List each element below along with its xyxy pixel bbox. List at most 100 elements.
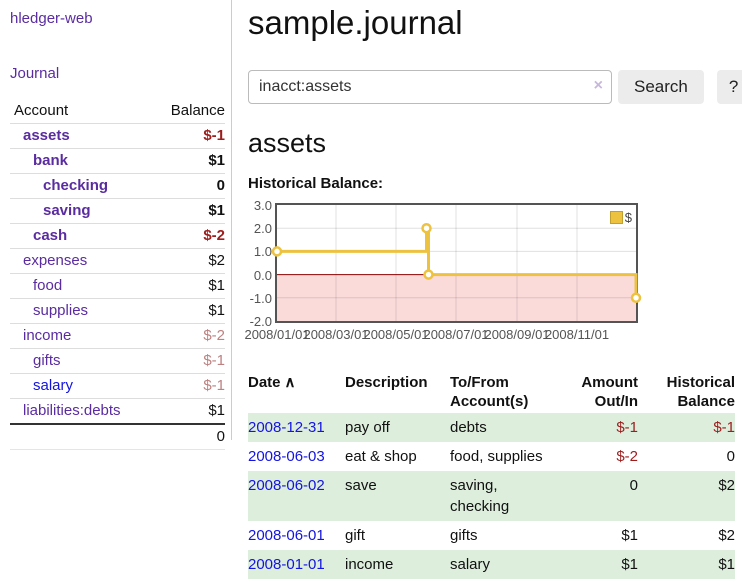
account-row: salary $-1 (10, 373, 225, 399)
search-button[interactable]: Search (618, 70, 704, 104)
account-balance: $-1 (150, 348, 225, 374)
search-input[interactable] (248, 70, 612, 104)
account-link[interactable]: expenses (23, 252, 88, 269)
account-balance: $-1 (150, 123, 225, 149)
account-link[interactable]: assets (23, 127, 70, 144)
account-link[interactable]: liabilities:debts (23, 402, 121, 419)
data-point-marker (423, 269, 434, 280)
search-form: × Search ? (248, 70, 742, 104)
account-row: checking 0 (10, 173, 225, 199)
y-tick-label: -1.0 (249, 291, 272, 306)
transaction-amount: $-2 (616, 448, 638, 465)
transaction-description: income (345, 550, 450, 579)
transaction-description: pay off (345, 413, 450, 442)
accounts-table: Account Balance assets $-1 bank $1 checking 0… (10, 99, 225, 450)
y-tick-label: 2.0 (253, 221, 272, 236)
data-point-marker (630, 292, 642, 304)
account-balance: $1 (150, 198, 225, 224)
transaction-date-link[interactable]: 2008-06-03 (248, 448, 325, 465)
account-row: cash $-2 (10, 223, 225, 249)
transaction-accounts: food, supplies (450, 448, 543, 465)
transaction-date-link[interactable]: 2008-12-31 (248, 419, 325, 436)
page-title: sample.journal (248, 4, 463, 41)
account-link[interactable]: salary (33, 377, 74, 394)
transaction-accounts: debts (450, 419, 487, 436)
clear-search-icon[interactable]: × (593, 77, 603, 94)
account-balance: $-2 (150, 223, 225, 249)
sidebar: hledger-web Journal Account Balance asse… (0, 0, 232, 450)
transaction-amount: 0 (575, 471, 638, 521)
chart-plot-area: $ (271, 203, 642, 323)
series-swatch-icon (609, 211, 623, 224)
y-tick-label: 3.0 (253, 198, 272, 213)
accounts-header-balance: Balance (150, 99, 225, 124)
transaction-balance: $1 (638, 550, 735, 579)
legend-label: $ (624, 210, 632, 225)
account-row: gifts $-1 (10, 348, 225, 374)
accounts-total-row: 0 (10, 424, 225, 450)
transaction-date-link[interactable]: 2008-06-02 (248, 477, 325, 494)
transaction-date-link[interactable]: 2008-01-01 (248, 556, 325, 573)
x-tick-label: 2008/03/01 (303, 327, 369, 342)
chart-title: Historical Balance: (248, 175, 384, 192)
account-link[interactable]: gifts (33, 352, 61, 369)
x-tick-label: 2008/05/01 (363, 327, 429, 342)
register-header-balance: Historical Balance (666, 374, 735, 410)
transaction-amount: $-1 (575, 413, 638, 442)
account-link[interactable]: income (23, 327, 72, 344)
account-link[interactable]: food (33, 277, 63, 294)
account-balance: $1 (150, 273, 225, 299)
transaction-accounts: saving, checking (450, 477, 510, 515)
brand-link[interactable]: hledger-web (10, 10, 93, 27)
sort-ascending-icon: ∧ (284, 374, 296, 391)
register-header-date[interactable]: Date ∧ (248, 374, 296, 391)
account-row: food $1 (10, 273, 225, 299)
transaction-accounts: salary (450, 556, 491, 573)
register-table: Date ∧ Description To/From Account(s) Amou… (248, 371, 735, 579)
transaction-amount: $1 (621, 527, 638, 544)
help-button[interactable]: ? (716, 70, 742, 104)
negative-region (277, 274, 636, 321)
register-row: 2008-01-01 income salary $1 $1 (248, 550, 735, 579)
historical-balance-chart: $ 3.0 2.0 1.0 0.0 -1.0 -2.0 2008/01/01 2008/03/… (244, 198, 726, 349)
account-link[interactable]: saving (43, 202, 91, 219)
x-tick-label: 2008/07/01 (423, 327, 489, 342)
register-row: 2008-12-31 pay off debts $-1 $-1 (248, 413, 735, 442)
account-balance: $1 (150, 148, 225, 174)
account-row: expenses $2 (10, 248, 225, 274)
register-row: 2008-06-02 save saving, checking 0 $2 (248, 471, 735, 521)
x-tick-label: 2008/11/01 (544, 327, 610, 342)
transaction-balance: $2 (638, 471, 735, 521)
register-row: 2008-06-01 gift gifts $1 $2 (248, 521, 735, 550)
data-point-marker (271, 246, 283, 257)
account-row: liabilities:debts $1 (10, 398, 225, 425)
account-balance: $-2 (150, 323, 225, 349)
chart-canvas (271, 205, 642, 321)
transaction-balance: 0 (726, 448, 735, 465)
y-tick-label: 0.0 (253, 268, 272, 283)
transaction-date-link[interactable]: 2008-06-01 (248, 527, 325, 544)
account-link[interactable]: bank (33, 152, 69, 169)
account-row: supplies $1 (10, 298, 225, 324)
accounts-total-balance: 0 (150, 424, 225, 450)
account-link[interactable]: cash (33, 227, 68, 244)
transaction-amount: $1 (575, 550, 638, 579)
register-header-amount: Amount Out/In (581, 374, 638, 410)
account-row: bank $1 (10, 148, 225, 174)
register-header-accounts: To/From Account(s) (450, 374, 529, 410)
account-balance: $1 (150, 298, 225, 324)
register-row: 2008-06-03 eat & shop food, supplies $-2 0 (248, 442, 735, 471)
account-row: income $-2 (10, 323, 225, 349)
x-tick-label: 2008/01/01 (244, 327, 310, 342)
account-row: assets $-1 (10, 123, 225, 149)
account-link[interactable]: checking (43, 177, 109, 194)
sidebar-item-journal[interactable]: Journal (10, 65, 60, 82)
account-heading: assets (248, 128, 327, 158)
transaction-balance: $2 (718, 527, 735, 544)
data-point-marker (421, 222, 432, 234)
account-link[interactable]: supplies (33, 302, 89, 319)
y-tick-label: -2.0 (249, 314, 272, 329)
transaction-accounts: gifts (450, 527, 478, 544)
accounts-header-account: Account (10, 99, 151, 124)
